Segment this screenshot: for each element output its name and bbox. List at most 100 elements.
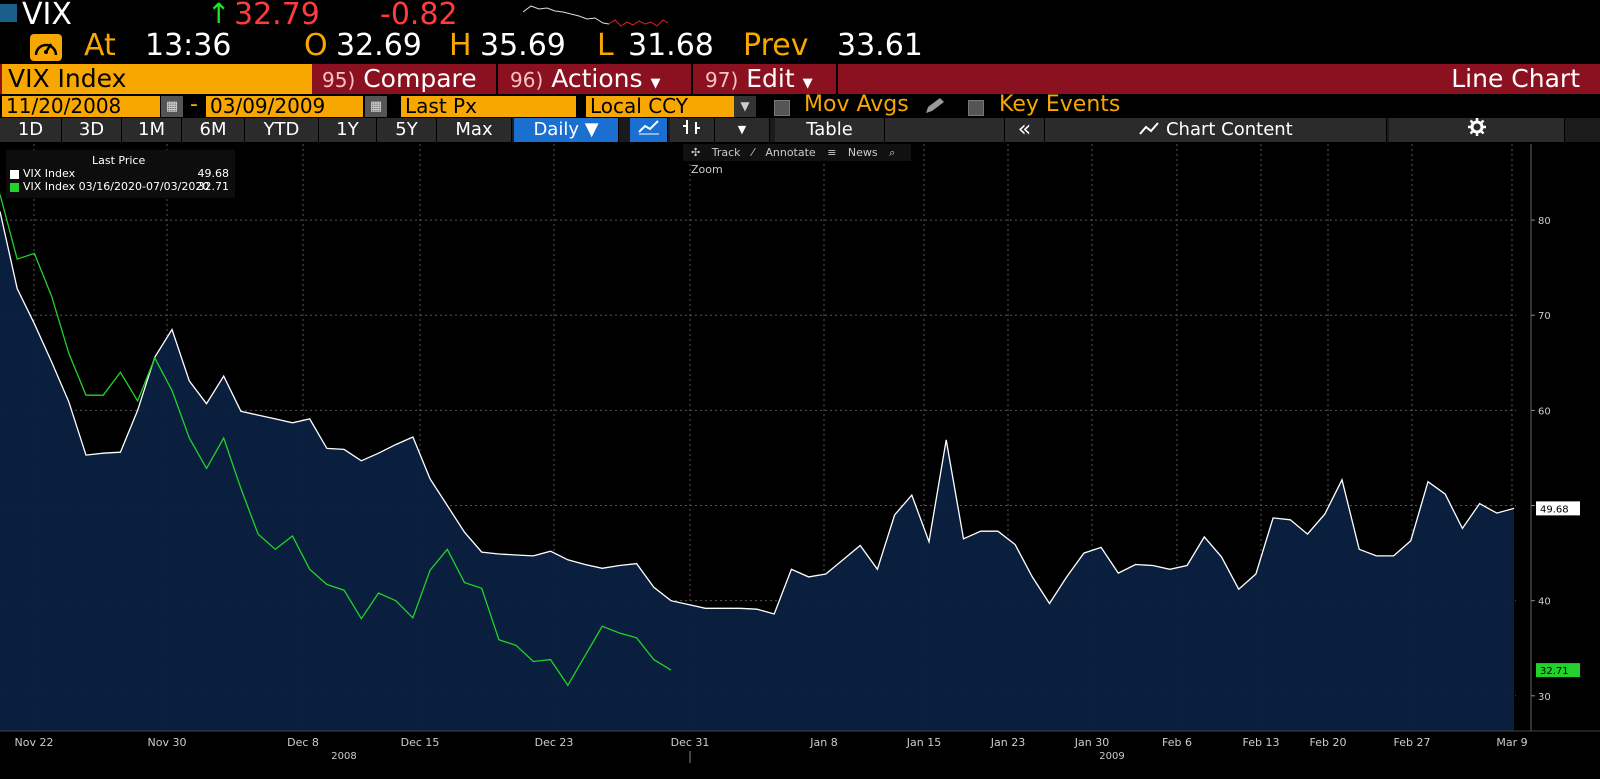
actions-label: Actions xyxy=(551,64,643,93)
edit-label: Edit xyxy=(746,64,795,93)
key-events-label: Key Events xyxy=(999,92,1121,117)
toolbar-spacer xyxy=(885,118,1005,142)
at-label: At xyxy=(84,28,116,63)
period-5y-button[interactable]: 5Y xyxy=(377,118,437,142)
period-1y-button[interactable]: 1Y xyxy=(319,118,377,142)
mov-avgs-label: Mov Avgs xyxy=(804,92,909,117)
x-tick-label: Jan 15 xyxy=(906,736,941,749)
x-year-label: 2009 xyxy=(1099,751,1124,762)
table-button[interactable]: Table xyxy=(775,118,885,142)
news-tool[interactable]: ≡ News xyxy=(827,146,878,159)
period-1m-button[interactable]: 1M xyxy=(122,118,182,142)
key-events-checkbox[interactable] xyxy=(968,100,984,116)
speedometer-icon[interactable] xyxy=(30,34,62,61)
x-tick-label: Feb 13 xyxy=(1243,736,1280,749)
last-price: 32.79 xyxy=(234,0,320,32)
open-value: 32.69 xyxy=(336,28,422,63)
end-date-field[interactable]: 03/09/2009 xyxy=(206,96,363,117)
chart-type-title: Line Chart xyxy=(1451,64,1580,93)
edit-chevron-down-icon: ▼ xyxy=(802,76,813,91)
period-1d-button[interactable]: 1D xyxy=(0,118,62,142)
series-line-1 xyxy=(0,211,1515,615)
period-3d-button[interactable]: 3D xyxy=(62,118,122,142)
start-date-field[interactable]: 11/20/2008 xyxy=(2,96,160,117)
pencil-icon[interactable] xyxy=(922,96,948,116)
series-line-2 xyxy=(0,194,672,687)
chart-content-label: Chart Content xyxy=(1165,119,1293,140)
prev-label: Prev xyxy=(743,28,809,63)
legend-title: Last Price xyxy=(92,154,146,167)
currency-chevron-down-icon[interactable]: ▼ xyxy=(734,96,756,117)
security-field[interactable]: VIX Index xyxy=(2,64,312,94)
legend-label: VIX Index xyxy=(23,167,76,180)
up-arrow-icon: ↑ xyxy=(207,0,231,30)
x-tick-label: Jan 8 xyxy=(809,736,837,749)
menu-bar: VIX Index 95) Compare 96) Actions ▼ 97) … xyxy=(0,64,1600,94)
x-tick-label: Feb 6 xyxy=(1162,736,1192,749)
chart-style-chevron-down-icon[interactable]: ▼ xyxy=(715,118,770,142)
ticker-symbol[interactable]: VIX xyxy=(22,0,72,32)
x-year-label: 2008 xyxy=(331,751,356,762)
legend-value: 32.71 xyxy=(197,180,230,193)
legend-item[interactable]: VIX Index 49.68 xyxy=(10,167,235,180)
chart-content-button[interactable]: Chart Content xyxy=(1045,118,1387,142)
compare-label: Compare xyxy=(363,64,477,93)
y-tick-label: 80 xyxy=(1538,216,1551,227)
x-tick-label: Nov 30 xyxy=(148,736,187,749)
period-6m-button[interactable]: 6M xyxy=(182,118,245,142)
edit-number: 97) xyxy=(705,68,739,92)
x-tick-label: Dec 31 xyxy=(671,736,710,749)
line-chart-icon[interactable] xyxy=(630,118,668,142)
bar-chart-icon[interactable] xyxy=(670,118,715,142)
legend-item[interactable]: VIX Index 03/16/2020-07/03/2020 32.71 xyxy=(10,180,235,193)
x-tick-label: Feb 20 xyxy=(1310,736,1347,749)
currency-selector[interactable]: Local CCY xyxy=(586,96,734,117)
legend-label: VIX Index 03/16/2020-07/03/2020 xyxy=(23,180,210,193)
x-axis-band xyxy=(0,731,1600,779)
net-change: -0.82 xyxy=(380,0,458,32)
period-ytd-button[interactable]: YTD xyxy=(245,118,319,142)
edit-button[interactable]: 97) Edit ▼ xyxy=(695,64,838,94)
last-value-label-2: 32.71 xyxy=(1540,666,1569,677)
high-value: 35.69 xyxy=(480,28,566,63)
actions-button[interactable]: 96) Actions ▼ xyxy=(500,64,693,94)
legend-swatch xyxy=(10,169,19,179)
high-label: H xyxy=(449,28,472,63)
track-tool[interactable]: ✣ Track xyxy=(691,146,741,159)
prev-value: 33.61 xyxy=(837,28,923,63)
legend-swatch xyxy=(10,182,19,192)
frequency-dropdown[interactable]: Daily ▼ xyxy=(514,118,619,142)
last-value-label-1: 49.68 xyxy=(1540,504,1569,515)
end-calendar-icon[interactable]: ▦ xyxy=(365,96,387,117)
x-tick-label: Jan 30 xyxy=(1074,736,1109,749)
x-tick-label: Dec 15 xyxy=(401,736,440,749)
parameter-row: 11/20/2008 ▦ - 03/09/2009 ▦ Last Px Loca… xyxy=(0,92,1600,118)
low-value: 31.68 xyxy=(628,28,714,63)
period-max-button[interactable]: Max xyxy=(437,118,512,142)
legend-value: 49.68 xyxy=(197,167,230,180)
annotate-tool[interactable]: ⁄ Annotate xyxy=(752,146,816,159)
y-tick-label: 40 xyxy=(1538,597,1551,608)
collapse-icon[interactable]: « xyxy=(1005,118,1045,142)
start-calendar-icon[interactable]: ▦ xyxy=(161,96,183,117)
mov-avgs-checkbox[interactable] xyxy=(774,100,790,116)
chart-content-icon xyxy=(1139,122,1159,135)
chart-legend[interactable]: Last Price VIX Index 49.68 VIX Index 03/… xyxy=(6,150,235,198)
last-value-badge-2 xyxy=(1536,663,1580,678)
zoom-tool[interactable]: ⌕ Zoom xyxy=(691,146,896,176)
quote-time: 13:36 xyxy=(145,28,232,63)
ticker-flag xyxy=(0,4,17,22)
gear-icon[interactable] xyxy=(1389,118,1565,142)
x-tick-label: Dec 8 xyxy=(287,736,319,749)
x-tick-label: Dec 23 xyxy=(535,736,574,749)
quote-header: VIX ↑ 32.79 -0.82 xyxy=(0,0,1600,32)
chart-subtools: ✣ Track ⁄ Annotate ≡ News ⌕ Zoom xyxy=(683,144,911,176)
x-tick-label: Nov 22 xyxy=(15,736,54,749)
low-label: L xyxy=(597,28,614,63)
open-label: O xyxy=(304,28,328,63)
compare-number: 95) xyxy=(322,68,356,92)
field-selector[interactable]: Last Px xyxy=(401,96,576,117)
x-tick-label: Feb 27 xyxy=(1394,736,1431,749)
compare-button[interactable]: 95) Compare xyxy=(314,64,498,94)
